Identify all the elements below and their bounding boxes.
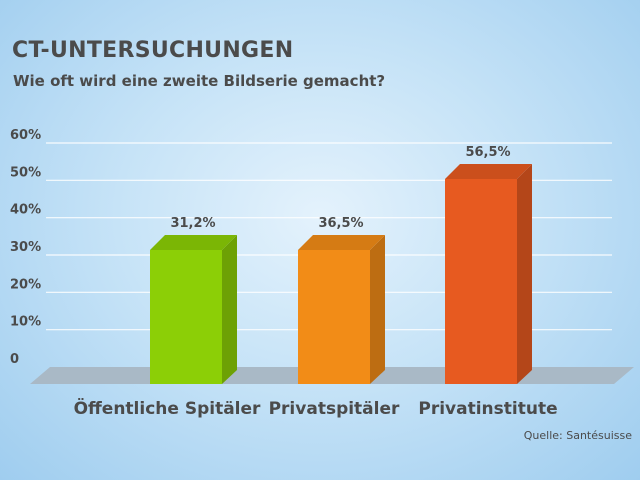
y-tick-label: 50% [10,165,41,180]
bar [150,250,222,384]
bar [298,250,370,384]
bar-top [445,164,532,179]
bar [445,179,517,384]
bar-side [222,235,237,384]
bar-side [517,164,532,384]
category-label: Privatinstitute [418,399,557,419]
y-tick-label: 30% [10,240,41,255]
data-label: 36,5% [318,216,363,231]
y-tick-label: 60% [10,128,41,143]
chart-subtitle: Wie oft wird eine zweite Bildserie gemac… [13,72,386,90]
y-tick-label: 40% [10,203,41,218]
bar-top [150,235,237,250]
source-note: Quelle: Santésuisse [523,429,632,442]
bar-side [370,235,385,384]
bar-top [298,235,385,250]
y-tick-label: 10% [10,315,41,330]
category-label: Öffentliche Spitäler [74,397,261,419]
data-label: 56,5% [465,145,510,160]
data-label: 31,2% [170,216,215,231]
y-tick-label: 20% [10,277,41,292]
category-label: Privatspitäler [269,399,400,419]
y-tick-label: 0 [10,352,19,367]
chart-title: CT-UNTERSUCHUNGEN [12,38,294,63]
